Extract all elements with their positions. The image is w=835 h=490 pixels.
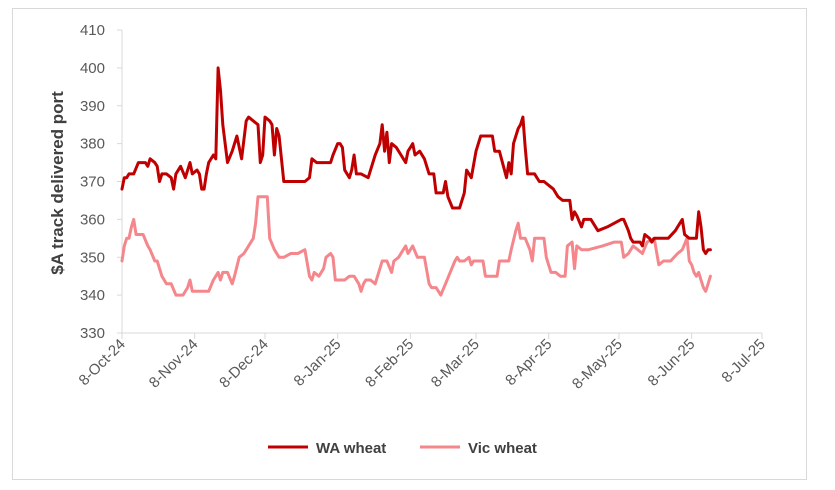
x-tick-label: 8-Feb-25	[362, 336, 417, 391]
y-axis-label: $A track delivered port	[48, 91, 67, 275]
x-tick-label: 8-Nov-24	[146, 336, 202, 392]
axes: 330 340 350 360 370 380 390 400 410 8-Oct-24 8-Nov…	[76, 22, 769, 393]
x-tick-label: 8-Apr-25	[502, 336, 555, 389]
legend-label: WA wheat	[316, 440, 386, 457]
x-tick-label: 8-May-25	[569, 336, 626, 393]
y-tick-label: 370	[80, 174, 105, 191]
y-tick-label: 340	[80, 287, 105, 304]
x-tick-label: 8-Dec-24	[216, 336, 272, 392]
x-tick-label: 8-Jan-25	[291, 336, 345, 390]
y-tick-label: 380	[80, 136, 105, 153]
series-line-wa-wheat	[120, 66, 712, 255]
series-line-vic-wheat	[120, 195, 712, 297]
y-tick-label: 400	[80, 60, 105, 77]
y-tick-label: 350	[80, 249, 105, 266]
x-tick-label: 8-Jun-25	[645, 336, 699, 390]
y-tick-label: 360	[80, 211, 105, 228]
y-tick-label: 330	[80, 325, 105, 342]
series-lines	[120, 66, 712, 297]
legend-label: Vic wheat	[468, 440, 537, 457]
y-tick-label: 390	[80, 98, 105, 115]
y-tick-label: 410	[80, 22, 105, 39]
x-tick-label: 8-Oct-24	[76, 336, 129, 389]
legend: WA wheat Vic wheat	[268, 440, 537, 457]
chart-frame	[12, 8, 807, 480]
x-tick-label: 8-Jul-25	[718, 336, 768, 386]
x-tick-label: 8-Mar-25	[428, 336, 483, 391]
